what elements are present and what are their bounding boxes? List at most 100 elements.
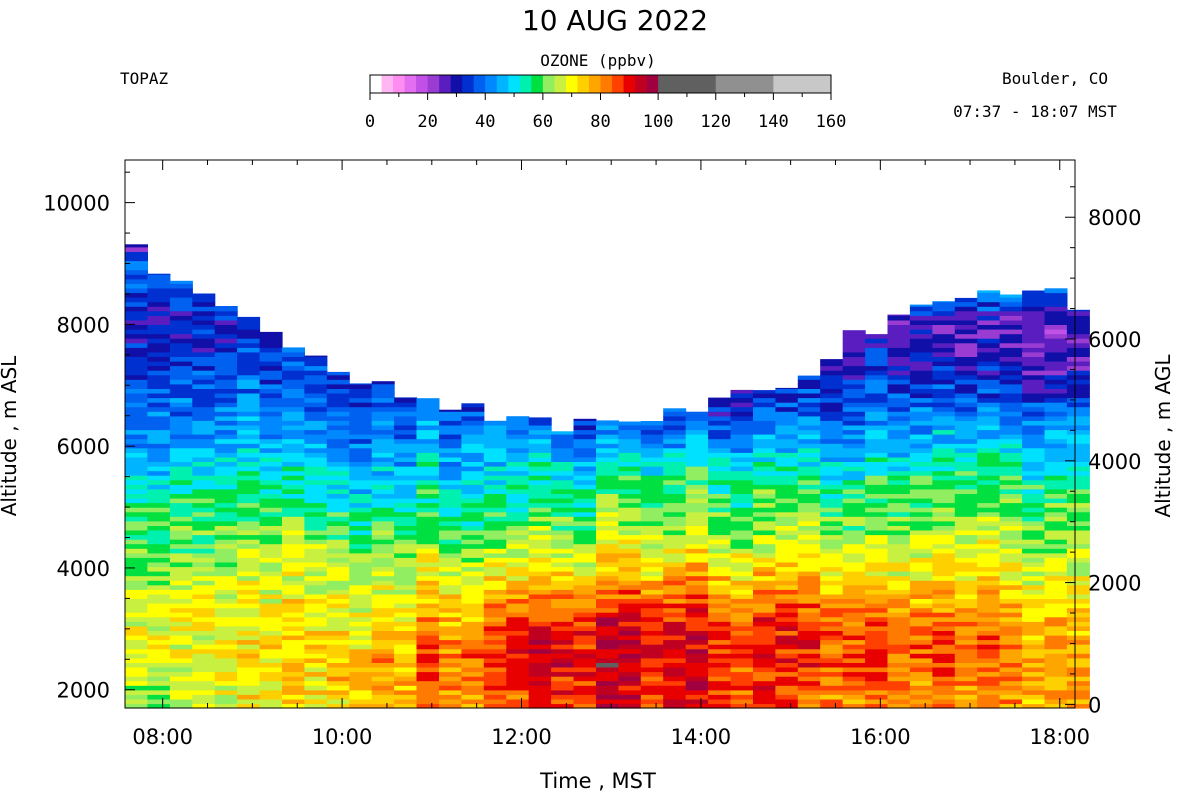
heatmap-cell [483,685,507,691]
heatmap-cell [909,470,933,476]
heatmap-cell [1044,466,1068,472]
heatmap-cell [169,292,193,298]
heatmap-cell [147,310,171,316]
heatmap-cell [730,429,754,435]
heatmap-cell [326,598,350,604]
heatmap-cell [1044,347,1068,353]
instrument-label: TOPAZ [120,69,169,88]
heatmap-cell [371,703,395,709]
heatmap-cell [461,534,485,540]
heatmap-cell [640,497,664,504]
heatmap-cell [169,694,193,700]
heatmap-cell [865,461,889,467]
heatmap-cell [439,698,462,705]
heatmap-cell [483,607,507,613]
heatmap-cell [371,593,395,599]
heatmap-cell [214,648,238,654]
heatmap-cell [909,347,933,353]
heatmap-cell [596,580,619,586]
heatmap-cell [977,598,1001,604]
heatmap-cell [977,616,1001,622]
heatmap-cell [416,580,440,586]
heatmap-cell [147,297,171,303]
heatmap-cell [909,552,933,558]
heatmap-cell [640,671,664,677]
heatmap-cell [147,438,171,444]
heatmap-cell [237,475,261,481]
heatmap-cell [349,497,373,504]
heatmap-cell [461,502,485,508]
heatmap-cell [708,662,732,668]
heatmap-cell [708,475,732,481]
heatmap-cell [326,470,350,476]
heatmap-cell [304,607,328,613]
heatmap-cell [125,392,148,399]
heatmap-cell [483,497,507,504]
heatmap-cell [304,383,328,389]
heatmap-cell [797,388,821,394]
heatmap-cell [842,534,866,540]
heatmap-cell [977,584,1001,590]
heatmap-cell [147,525,171,531]
heatmap-cell [775,438,799,444]
heatmap-cell [618,529,642,536]
heatmap-cell [954,424,978,431]
heatmap-cell [506,616,530,622]
heatmap-cell [954,447,978,453]
heatmap-cell [169,406,193,412]
heatmap-cell [887,525,911,531]
heatmap-cell [394,634,418,641]
heatmap-cell [887,630,911,636]
heatmap-cell [1066,415,1090,421]
heatmap-cell [506,511,530,517]
heatmap-cell [528,680,552,686]
heatmap-cell [394,411,418,417]
heatmap-cell [506,689,530,695]
heatmap-cell [842,703,866,709]
heatmap-cell [775,443,799,449]
heatmap-cell [439,452,462,458]
heatmap-cell [416,644,440,650]
heatmap-cell [237,424,261,431]
heatmap-cell [169,374,193,380]
heatmap-cell [551,612,575,618]
heatmap-cell [999,447,1023,453]
heatmap-cell [685,447,709,453]
heatmap-cell [192,616,216,622]
heatmap-cell [237,644,261,650]
heatmap-cell [977,516,1001,522]
heatmap-cell [640,575,664,581]
heatmap-cell [506,529,530,536]
heatmap-cell [954,461,978,467]
heatmap-cell [932,324,956,330]
heatmap-cell [842,333,866,339]
heatmap-cell [169,379,193,385]
heatmap-cell [842,402,866,408]
heatmap-cell [147,607,171,613]
heatmap-cell [192,630,216,636]
heatmap-cell [169,280,193,284]
heatmap-cell [237,694,261,700]
heatmap-cell [259,342,283,348]
heatmap-cell [147,397,171,403]
heatmap-cell [596,666,619,673]
heatmap-cell [371,671,395,677]
heatmap-cell [797,507,821,513]
colorbar-tick-label: 100 [643,112,674,132]
heatmap-cell [147,283,171,289]
heatmap-cell [304,461,328,467]
heatmap-cell [954,680,978,686]
heatmap-cell [439,625,462,631]
heatmap-cell [663,548,687,554]
heatmap-cell [663,703,687,709]
heatmap-cell [483,676,507,682]
heatmap-cell [730,447,754,453]
heatmap-cell [730,648,754,654]
heatmap-cell [797,694,821,700]
heatmap-cell [192,598,216,604]
heatmap-cell [596,662,619,668]
heatmap-cell [1044,443,1068,449]
heatmap-cell [169,287,193,294]
heatmap-cell [192,397,216,403]
heatmap-cell [326,406,350,412]
